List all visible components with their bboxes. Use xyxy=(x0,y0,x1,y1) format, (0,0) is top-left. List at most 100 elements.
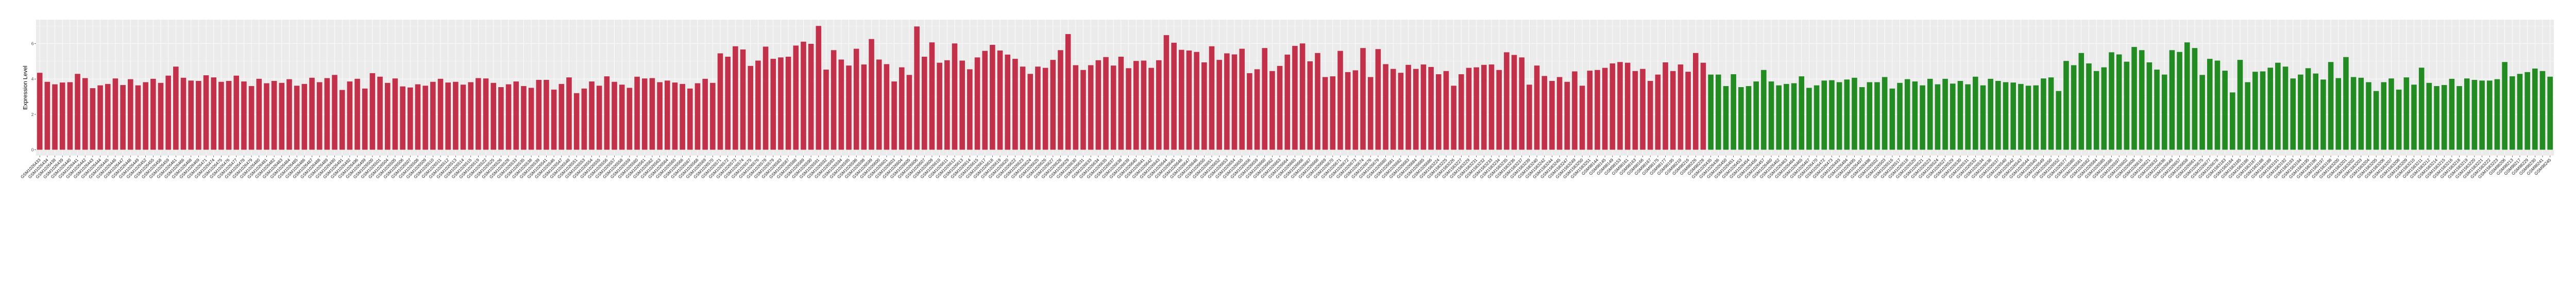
bar-GSM1026465 xyxy=(1799,76,1805,150)
bar-GSM1026457 xyxy=(1761,70,1767,150)
bar-GSM1583250 xyxy=(1579,86,1585,150)
bar-GSM1026475 xyxy=(218,81,224,150)
bar-GSM1026607 xyxy=(922,56,927,150)
bar-GSM1026551 xyxy=(573,93,580,150)
bar-GSM1026680 xyxy=(1383,64,1388,150)
bar-GSM1026594 xyxy=(838,59,844,150)
bar-GSM1026662 xyxy=(1269,71,1275,150)
bar-GSM1026670 xyxy=(1330,76,1336,150)
bar-GSM1026444 xyxy=(97,85,103,150)
bar-GSM1026458 xyxy=(158,82,164,150)
bar-GSM1026552 xyxy=(2056,91,2062,150)
bar-GSM1026615 xyxy=(974,57,980,150)
bar-GSM1026580 xyxy=(2071,65,2077,150)
bar-GSM1583236 xyxy=(1511,55,1517,150)
bar-GSM1026560 xyxy=(634,76,640,150)
bar-GSM1026584 xyxy=(2093,71,2099,150)
bar-GSM1583200 xyxy=(2335,78,2342,150)
bar-GSM1026628 xyxy=(1058,50,1063,150)
bar-GSM1026626 xyxy=(1042,68,1048,150)
bar-GSM1026447 xyxy=(120,85,126,150)
bar-GSM1026634 xyxy=(1095,60,1101,150)
bar-GSM1026675 xyxy=(2199,75,2205,150)
bar-GSM1026554 xyxy=(589,81,595,150)
bar-GSM1026587 xyxy=(785,56,791,150)
bar-GSM98213 xyxy=(2510,76,2515,150)
bar-GSM1026499 xyxy=(362,88,368,150)
bar-GSM98161 xyxy=(1624,62,1631,150)
bar-GSM1026641 xyxy=(1141,60,1147,150)
x-axis: GSM1026433GSM1026434GSM1026438GSM1026439… xyxy=(20,155,2552,179)
bar-GSM98177 xyxy=(1663,62,1668,150)
bar-GSM1583184 xyxy=(2230,92,2235,150)
bar-GSM1026606 xyxy=(914,26,920,150)
y-tick-label: 0 xyxy=(31,147,34,152)
bar-GSM1583195 xyxy=(2305,68,2311,150)
bar-GSM1026514 xyxy=(460,85,466,150)
bar-GSM1026456 xyxy=(1753,81,1759,150)
bar-GSM1026546 xyxy=(551,89,557,150)
bar-GSM1026526 xyxy=(498,87,504,150)
bar-GSM98167 xyxy=(1647,81,1653,150)
bar-GSM1026568 xyxy=(694,83,701,150)
bar-GSM1026472 xyxy=(1821,80,1827,150)
bar-GSM1026597 xyxy=(2116,54,2122,150)
bar-GSM1026489 xyxy=(324,78,330,150)
bar-GSM1026474 xyxy=(211,77,216,150)
bar-GSM1026505 xyxy=(392,78,398,150)
bar-GSM1026660 xyxy=(1262,48,1268,150)
bar-GSM1026544 xyxy=(2025,86,2031,150)
bar-GSM1026683 xyxy=(1405,64,1411,150)
bar-GSM1026666 xyxy=(1299,43,1306,150)
bar-GSM1026614 xyxy=(967,69,973,150)
bar-GSM1583209 xyxy=(2403,77,2410,150)
bar-GSM1026508 xyxy=(415,84,421,150)
bar-GSM1026601 xyxy=(884,64,890,150)
bar-GSM1026658 xyxy=(2184,42,2190,150)
bar-GSM1026541 xyxy=(544,79,549,150)
bar-GSM1026531 xyxy=(1965,84,1971,150)
bar-GSM1026613 xyxy=(959,60,965,150)
bar-GSM1026512 xyxy=(445,82,451,150)
bar-GSM1026433 xyxy=(37,73,43,150)
bar-GSM1026581 xyxy=(2078,53,2084,150)
bar-GSM1026575 xyxy=(748,65,754,150)
bar-GSM1583208 xyxy=(2396,89,2402,150)
bar-GSM1026624 xyxy=(1027,74,1033,150)
bar-GSM1026484 xyxy=(286,79,292,150)
bar-GSM1583237 xyxy=(1519,57,1525,150)
bar-GSM1583227 xyxy=(1459,74,1464,150)
bar-GSM1583220 xyxy=(2471,79,2478,150)
bar-GSM1026471 xyxy=(203,75,209,150)
bar-GSM1583244 xyxy=(1549,81,1555,150)
bar-GSM1583197 xyxy=(2320,79,2326,150)
bar-GSM1583193 xyxy=(2290,78,2296,150)
bar-GSM1583240 xyxy=(1534,65,1540,150)
bar-GSM1026486 xyxy=(301,84,308,150)
bar-GSM1026620 xyxy=(1005,54,1011,150)
bar-GSM1026633 xyxy=(1088,65,1094,150)
bar-GSM1026516 xyxy=(1889,88,1895,150)
bar-GSM1026603 xyxy=(891,81,897,150)
bar-GSM1026583 xyxy=(778,57,784,150)
bar-GSM1026672 xyxy=(1345,72,1351,150)
bar-GSM1026480 xyxy=(256,78,262,150)
bar-GSM1583226 xyxy=(1451,86,1456,150)
bar-GSM1026625 xyxy=(1035,67,1041,150)
bar-GSM98230 xyxy=(2532,68,2538,150)
bar-GSM1026528 xyxy=(505,84,512,150)
bar-GSM1026524 xyxy=(1935,84,1941,150)
bar-GSM1026532 xyxy=(1973,76,1978,150)
bar-GSM1026478 xyxy=(241,81,247,150)
bar-GSM1026631 xyxy=(1080,70,1086,150)
bar-GSM1583214 xyxy=(2434,86,2439,150)
bar-GSM1026467 xyxy=(1806,88,1812,150)
bar-GSM1026644 xyxy=(1163,35,1170,150)
bar-GSM1026450 xyxy=(1723,86,1729,150)
bar-GSM1026664 xyxy=(1284,54,1291,150)
bar-GSM1026638 xyxy=(1118,56,1124,150)
bar-GSM1026462 xyxy=(1776,85,1782,150)
bar-GSM1026623 xyxy=(1020,67,1026,150)
bar-GSM1026485 xyxy=(294,86,300,150)
bar-GSM1026618 xyxy=(990,45,995,150)
